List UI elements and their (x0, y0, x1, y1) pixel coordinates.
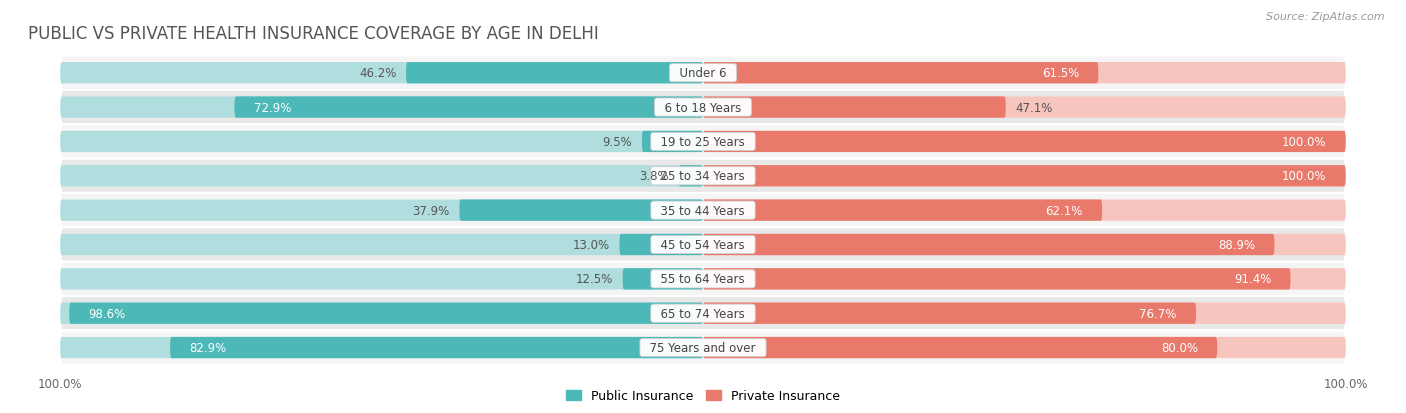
Text: 45 to 54 Years: 45 to 54 Years (654, 238, 752, 252)
FancyBboxPatch shape (703, 97, 1346, 119)
FancyBboxPatch shape (703, 234, 1346, 256)
Text: 35 to 44 Years: 35 to 44 Years (654, 204, 752, 217)
Text: Under 6: Under 6 (672, 67, 734, 80)
FancyBboxPatch shape (703, 268, 1346, 290)
FancyBboxPatch shape (60, 166, 703, 187)
Text: 82.9%: 82.9% (190, 341, 226, 354)
FancyBboxPatch shape (703, 303, 1346, 324)
FancyBboxPatch shape (623, 268, 703, 290)
Text: Source: ZipAtlas.com: Source: ZipAtlas.com (1267, 12, 1385, 22)
FancyBboxPatch shape (703, 63, 1098, 84)
FancyBboxPatch shape (60, 131, 703, 153)
Text: 47.1%: 47.1% (1015, 101, 1053, 114)
Text: 62.1%: 62.1% (1046, 204, 1083, 217)
FancyBboxPatch shape (460, 200, 703, 221)
FancyBboxPatch shape (60, 330, 1346, 365)
Text: PUBLIC VS PRIVATE HEALTH INSURANCE COVERAGE BY AGE IN DELHI: PUBLIC VS PRIVATE HEALTH INSURANCE COVER… (28, 24, 599, 43)
FancyBboxPatch shape (703, 131, 1346, 153)
FancyBboxPatch shape (703, 63, 1346, 84)
Legend: Public Insurance, Private Insurance: Public Insurance, Private Insurance (561, 385, 845, 407)
FancyBboxPatch shape (406, 63, 703, 84)
Text: 65 to 74 Years: 65 to 74 Years (654, 307, 752, 320)
FancyBboxPatch shape (60, 63, 703, 84)
FancyBboxPatch shape (703, 234, 1274, 256)
Text: 72.9%: 72.9% (253, 101, 291, 114)
FancyBboxPatch shape (703, 97, 1005, 119)
FancyBboxPatch shape (170, 337, 703, 358)
Text: 12.5%: 12.5% (576, 273, 613, 286)
FancyBboxPatch shape (620, 234, 703, 256)
FancyBboxPatch shape (60, 97, 703, 119)
Text: 37.9%: 37.9% (412, 204, 450, 217)
Text: 3.8%: 3.8% (640, 170, 669, 183)
Text: 88.9%: 88.9% (1218, 238, 1256, 252)
Text: 100.0%: 100.0% (1282, 135, 1326, 149)
FancyBboxPatch shape (60, 125, 1346, 159)
Text: 25 to 34 Years: 25 to 34 Years (654, 170, 752, 183)
FancyBboxPatch shape (60, 159, 1346, 194)
Text: 100.0%: 100.0% (1282, 170, 1326, 183)
Text: 76.7%: 76.7% (1139, 307, 1177, 320)
Text: 13.0%: 13.0% (572, 238, 610, 252)
Text: 91.4%: 91.4% (1234, 273, 1271, 286)
FancyBboxPatch shape (60, 303, 703, 324)
FancyBboxPatch shape (60, 234, 703, 256)
FancyBboxPatch shape (703, 337, 1218, 358)
FancyBboxPatch shape (60, 91, 1346, 125)
FancyBboxPatch shape (679, 166, 703, 187)
Text: 98.6%: 98.6% (89, 307, 125, 320)
Text: 61.5%: 61.5% (1042, 67, 1078, 80)
FancyBboxPatch shape (235, 97, 703, 119)
Text: 75 Years and over: 75 Years and over (643, 341, 763, 354)
FancyBboxPatch shape (60, 262, 1346, 296)
FancyBboxPatch shape (60, 200, 703, 221)
FancyBboxPatch shape (703, 268, 1291, 290)
Text: 55 to 64 Years: 55 to 64 Years (654, 273, 752, 286)
FancyBboxPatch shape (703, 200, 1102, 221)
FancyBboxPatch shape (60, 296, 1346, 330)
Text: 19 to 25 Years: 19 to 25 Years (654, 135, 752, 149)
FancyBboxPatch shape (703, 200, 1346, 221)
FancyBboxPatch shape (60, 268, 703, 290)
FancyBboxPatch shape (703, 337, 1346, 358)
FancyBboxPatch shape (60, 194, 1346, 228)
Text: 46.2%: 46.2% (359, 67, 396, 80)
FancyBboxPatch shape (60, 228, 1346, 262)
FancyBboxPatch shape (60, 337, 703, 358)
FancyBboxPatch shape (643, 131, 703, 153)
FancyBboxPatch shape (60, 57, 1346, 91)
Text: 6 to 18 Years: 6 to 18 Years (657, 101, 749, 114)
FancyBboxPatch shape (69, 303, 703, 324)
FancyBboxPatch shape (703, 303, 1197, 324)
Text: 9.5%: 9.5% (603, 135, 633, 149)
FancyBboxPatch shape (703, 166, 1346, 187)
Text: 80.0%: 80.0% (1161, 341, 1198, 354)
